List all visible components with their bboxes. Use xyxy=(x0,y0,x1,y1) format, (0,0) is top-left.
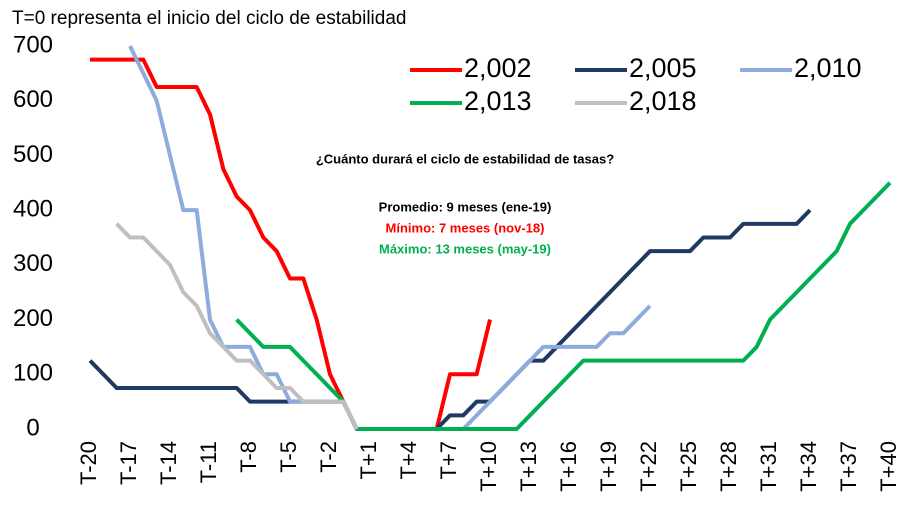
annotation: ¿Cuánto durará el ciclo de estabilidad d… xyxy=(316,151,614,166)
y-tick-label: 200 xyxy=(13,305,53,332)
x-tick-label: T+1 xyxy=(356,441,381,480)
x-tick-label: T+19 xyxy=(596,441,621,492)
x-tick-label: T+13 xyxy=(516,441,541,492)
y-tick-label: 600 xyxy=(13,86,53,113)
legend-label: 2,002 xyxy=(464,53,532,83)
x-tick-label: T+7 xyxy=(436,441,461,480)
y-tick-label: 300 xyxy=(13,250,53,277)
x-tick-label: T+25 xyxy=(676,441,701,492)
x-tick-label: T-14 xyxy=(156,441,181,485)
x-tick-label: T+10 xyxy=(476,441,501,492)
series-line xyxy=(88,208,812,431)
legend-label: 2,018 xyxy=(629,86,697,116)
x-tick-label: T+37 xyxy=(836,441,861,492)
y-tick-label: 100 xyxy=(13,360,53,387)
x-tick-label: T-2 xyxy=(316,441,341,473)
series-line xyxy=(235,181,892,431)
x-tick-label: T-8 xyxy=(236,441,261,473)
chart-subtitle: T=0 representa el inicio del ciclo de es… xyxy=(12,8,406,29)
annotation: Mínimo: 7 meses (nov-18) xyxy=(386,220,545,235)
x-tick-label: T+28 xyxy=(716,441,741,492)
x-tick-label: T+34 xyxy=(796,441,821,492)
x-tick-label: T+4 xyxy=(396,441,421,480)
annotation: Máximo: 13 meses (may-19) xyxy=(379,241,551,256)
y-tick-label: 500 xyxy=(13,141,53,168)
legend-label: 2,010 xyxy=(794,53,862,83)
legend-label: 2,005 xyxy=(629,53,697,83)
x-tick-label: T-17 xyxy=(116,441,141,485)
y-tick-label: 700 xyxy=(13,31,53,58)
y-tick-label: 400 xyxy=(13,195,53,222)
y-tick-label: 0 xyxy=(26,414,39,441)
x-tick-label: T-11 xyxy=(196,441,221,483)
legend-label: 2,013 xyxy=(464,86,532,116)
x-tick-label: T-20 xyxy=(76,441,101,485)
x-tick-label: T+31 xyxy=(756,441,781,492)
annotation: Promedio: 9 meses (ene-19) xyxy=(379,199,552,214)
series-line xyxy=(115,222,359,430)
x-tick-label: T+40 xyxy=(876,441,901,492)
x-tick-label: T+22 xyxy=(636,441,661,492)
x-tick-label: T-5 xyxy=(276,441,301,473)
x-tick-label: T+16 xyxy=(556,441,581,492)
